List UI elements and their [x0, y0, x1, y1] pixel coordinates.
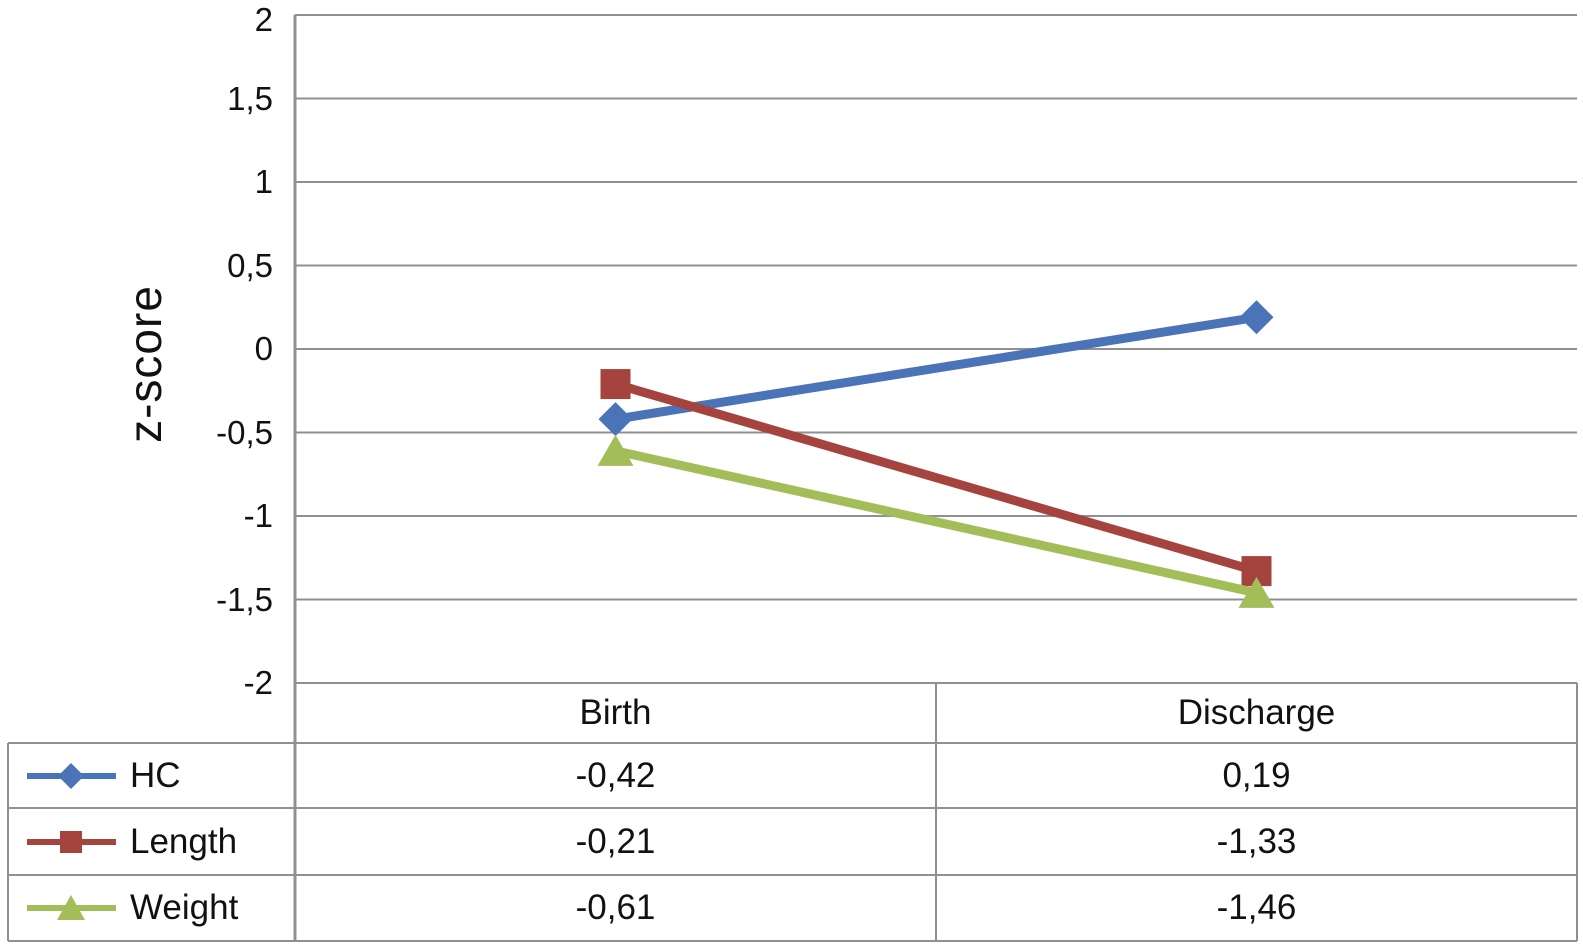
length-birth-value: -0,21 [575, 821, 656, 861]
diamond-marker-icon [58, 762, 84, 789]
hc-legend-marker [27, 762, 116, 789]
weight-series-line [614, 446, 1258, 598]
y-tick-label: 1,5 [227, 79, 273, 117]
y-tick-label: 2 [254, 1, 273, 38]
y-tick-label: -2 [243, 664, 273, 701]
triangle-marker [597, 434, 634, 466]
square-marker [600, 369, 631, 400]
weight-birth-value: -0,61 [575, 888, 656, 927]
y-tick-label: 0 [254, 330, 273, 367]
weight-discharge-value: -1,46 [1216, 888, 1297, 927]
legend-item-length: Length [8, 808, 295, 875]
length-legend-marker [27, 830, 116, 853]
diamond-marker [1239, 300, 1274, 335]
length-series-line [614, 379, 1258, 576]
square-marker-icon [60, 830, 82, 853]
y-tick-label: 0,5 [227, 246, 273, 284]
hc-birth-value: -0,42 [575, 755, 656, 795]
weight-legend-marker [27, 895, 116, 920]
legend-item-hc: HC [8, 743, 295, 808]
hc-discharge-value: 0,19 [1222, 755, 1291, 795]
series-name-weight: Weight [130, 888, 239, 927]
y-tick-label: -0,5 [216, 413, 273, 451]
y-tick-label: -1 [243, 497, 273, 534]
length-discharge-value: -1,33 [1216, 821, 1297, 861]
y-tick-label: 1 [254, 163, 273, 200]
hc-series-line [614, 312, 1258, 424]
triangle-marker [1238, 576, 1275, 608]
y-tick-label: -1,5 [216, 580, 273, 618]
diamond-marker [598, 402, 633, 437]
legend-item-weight: Weight [8, 875, 295, 941]
series-name-length: Length [130, 821, 238, 861]
table-header-discharge: Discharge [1177, 693, 1336, 732]
triangle-marker-icon [57, 895, 85, 920]
table-header-birth: Birth [579, 693, 652, 732]
series-name-hc: HC [130, 755, 181, 795]
